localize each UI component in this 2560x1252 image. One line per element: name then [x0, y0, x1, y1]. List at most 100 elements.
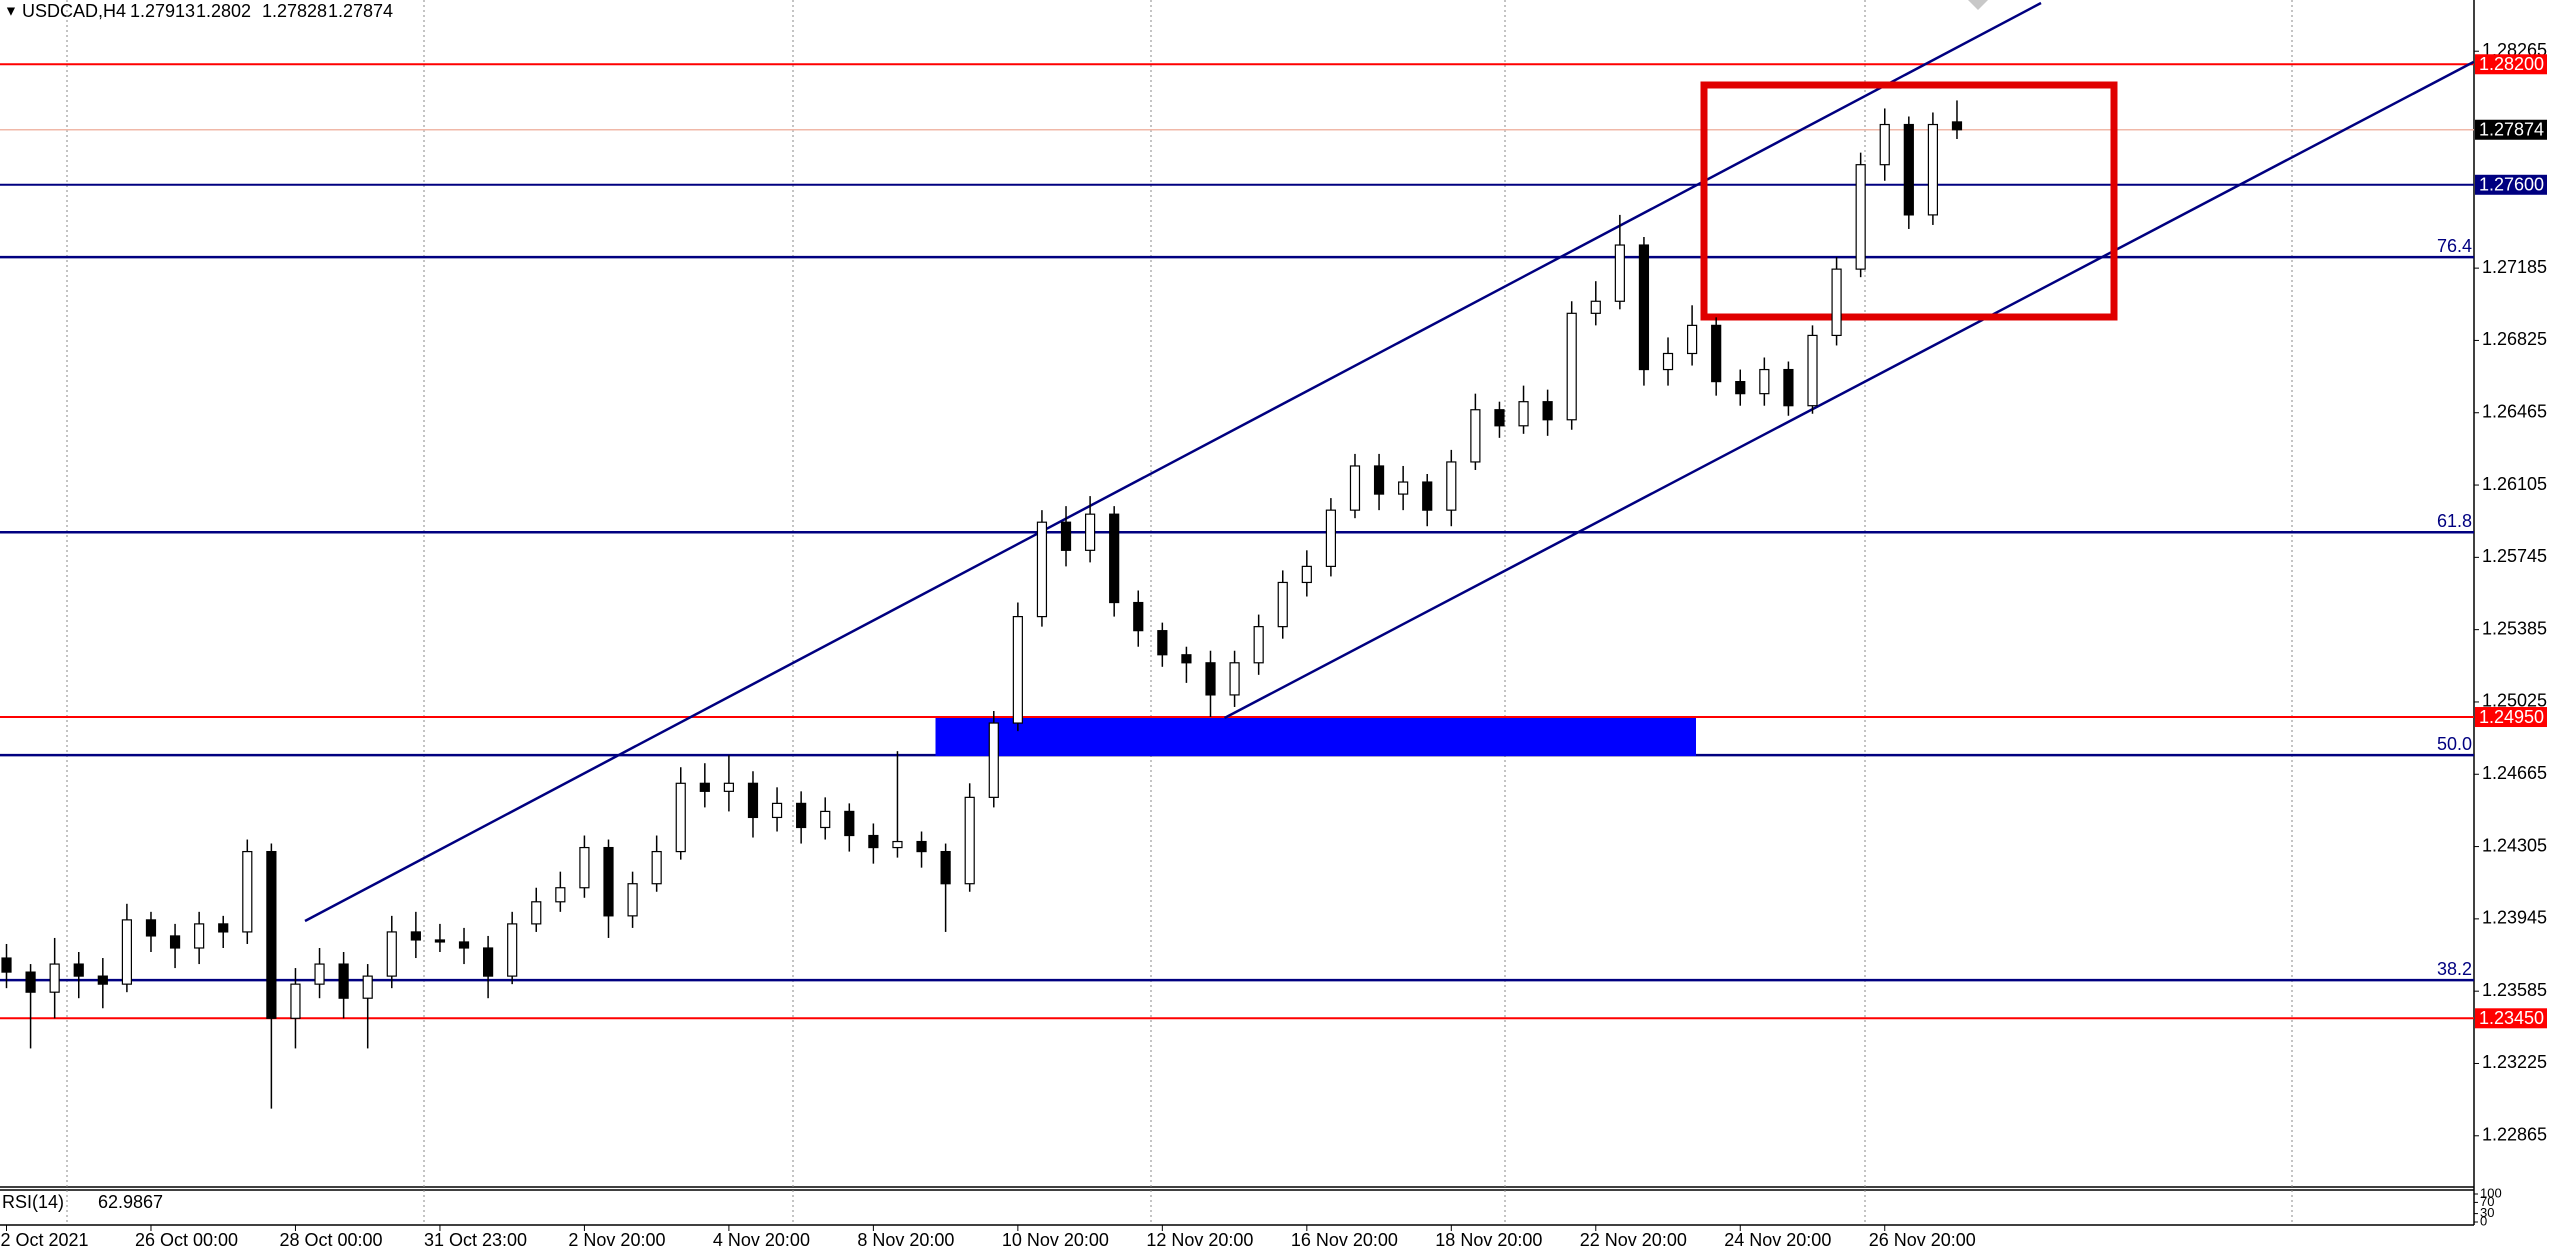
candle-body [916, 840, 927, 853]
candle-body [1181, 654, 1192, 664]
candle-body [627, 883, 638, 917]
price-tag-label: 1.28200 [2479, 54, 2544, 74]
candle-body [531, 901, 542, 925]
candle-body [1373, 465, 1385, 495]
candle-body [675, 782, 686, 853]
candle-body [1060, 521, 1072, 551]
indicator-tick-label: 100 [2480, 1185, 2502, 1200]
y-tick-label: 1.23945 [2482, 908, 2547, 928]
x-tick-label: 16 Nov 20:00 [1291, 1230, 1398, 1250]
candle-body [1638, 244, 1650, 371]
y-tick-label: 1.26465 [2482, 401, 2547, 421]
header-high: 1.2802 [196, 1, 251, 21]
candle-body [145, 919, 157, 937]
candle-body [242, 850, 253, 933]
candle-body [555, 887, 566, 903]
candle-body [747, 782, 759, 819]
candle-body [651, 850, 662, 885]
candle-body [121, 919, 133, 985]
candle-body [1927, 123, 1939, 216]
candle-body [1903, 123, 1914, 216]
candle-body [362, 975, 373, 999]
candle-body [1446, 461, 1457, 511]
candle-body [1807, 334, 1818, 407]
candle-body [771, 802, 783, 819]
candle-body [194, 923, 205, 949]
candle-body [844, 810, 855, 837]
candle-body [940, 850, 951, 885]
channel-lower [1223, 60, 2475, 720]
candle-body [868, 834, 879, 849]
candle-body [699, 782, 710, 792]
candle-body [1951, 121, 1963, 131]
y-tick-label: 1.23585 [2482, 980, 2547, 1000]
highlight-box [1700, 81, 2118, 321]
candle-body [483, 947, 494, 977]
x-tick-label: 24 Nov 20:00 [1724, 1230, 1831, 1250]
candle-body [314, 963, 325, 985]
candle-body [49, 963, 60, 993]
candle-body [1735, 381, 1746, 395]
candle-body [796, 802, 807, 829]
x-tick-label: 26 Oct 00:00 [135, 1230, 238, 1250]
x-tick-label: 31 Oct 23:00 [424, 1230, 527, 1250]
candle-body [1012, 615, 1023, 724]
y-tick-label: 1.26105 [2482, 474, 2547, 494]
indicator-tick-label: 70 [2480, 1194, 2494, 1209]
candle-body [1614, 244, 1625, 302]
y-tick-label: 1.27185 [2482, 257, 2547, 277]
x-tick-label: 22 Nov 20:00 [1580, 1230, 1687, 1250]
candle-body [1133, 601, 1144, 632]
candle-body [1879, 123, 1890, 166]
candle-body [1277, 581, 1288, 628]
layout [0, 0, 2475, 1226]
y-tick-label: 1.23225 [2482, 1052, 2547, 1072]
candle-body [97, 975, 108, 985]
candle-body [338, 963, 349, 999]
candle-body [1109, 513, 1120, 604]
price-tag-label: 1.27600 [2479, 175, 2544, 195]
candle-body [1398, 481, 1409, 495]
candle-body [1205, 662, 1216, 696]
price-tag [2475, 174, 2547, 195]
candle-body [169, 935, 181, 949]
x-tick-label: 18 Nov 20:00 [1435, 1230, 1542, 1250]
x-tick-label: 2 Nov 20:00 [568, 1230, 665, 1250]
candle-body [1518, 401, 1529, 427]
candle-body [507, 923, 518, 977]
candle-body [1831, 268, 1842, 337]
candle-body [1301, 565, 1312, 584]
indicator-tick-label: 0 [2480, 1213, 2487, 1228]
fib-label: 38.2 [2437, 959, 2472, 979]
candle-body [1494, 409, 1505, 427]
channel-upper [304, 1, 2042, 923]
support-zone [935, 718, 1696, 756]
candle-body [290, 983, 301, 1019]
fib-label: 50.0 [2437, 734, 2472, 754]
fib-label: 61.8 [2437, 511, 2472, 531]
candle-body [988, 722, 999, 798]
x-tick-label: 26 Nov 20:00 [1869, 1230, 1976, 1250]
candle-body [73, 963, 84, 977]
candle-body [266, 850, 277, 1019]
candle-body [892, 840, 903, 849]
candle-body [386, 931, 397, 977]
candle-body [1470, 409, 1481, 463]
fib-label: 76.4 [2437, 236, 2472, 256]
candle-body [1229, 662, 1240, 696]
candle-body [1349, 465, 1361, 511]
indicator-value: 62.9867 [98, 1192, 163, 1212]
candle-body [1686, 324, 1698, 355]
symbol-title: USDCAD,H4 [22, 1, 126, 21]
candle-body [1157, 630, 1168, 656]
x-tick-label: 4 Nov 20:00 [713, 1230, 810, 1250]
header-open: 1.27913 [130, 1, 195, 21]
candle-body [1253, 626, 1264, 664]
x-tick-label: 12 Nov 20:00 [1146, 1230, 1253, 1250]
candle-body [434, 939, 446, 943]
candle-body [1783, 368, 1794, 407]
y-tick-label: 1.25745 [2482, 546, 2547, 566]
candle-body [964, 796, 975, 885]
indicator-tick-label: 30 [2480, 1205, 2494, 1220]
